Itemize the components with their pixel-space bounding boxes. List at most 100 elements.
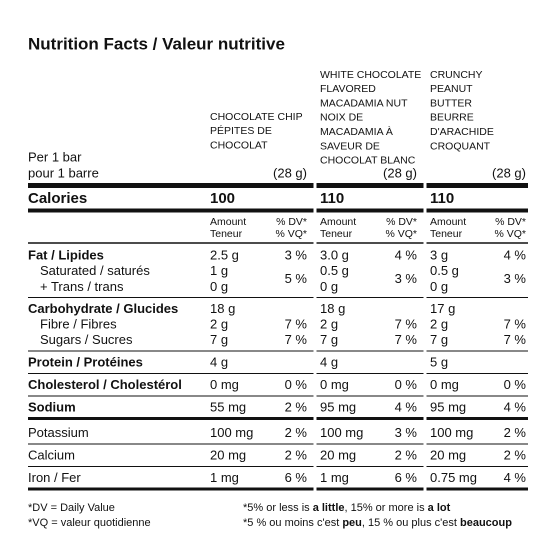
amount: 100 mg [430, 425, 473, 440]
serving: pour 1 barre [28, 165, 99, 180]
product-name: PÉPITES DE [210, 124, 272, 137]
amount-header: Teneur [430, 228, 463, 240]
amount: 3 g [430, 247, 448, 262]
title: Nutrition Facts / Valeur nutritive [28, 34, 285, 53]
serving-size: (28 g) [492, 165, 526, 180]
amount-header: Amount [210, 216, 246, 228]
amount: 0 mg [210, 377, 239, 392]
dv-header: % DV* [495, 216, 526, 228]
daily-value: 7 % [285, 316, 308, 331]
daily-value: 2 % [395, 447, 418, 462]
amount: 1 mg [210, 470, 239, 485]
product-name: CRUNCHY [430, 69, 483, 81]
amount: 5 g [430, 354, 448, 369]
dv-header: % DV* [276, 216, 307, 228]
nutrient-label: Iron / Fer [28, 470, 81, 485]
rule [28, 443, 528, 445]
rule [28, 395, 528, 397]
serving: Per 1 bar [28, 149, 82, 164]
daily-value: 4 % [504, 470, 527, 485]
amount: 100 mg [210, 425, 253, 440]
nutrient-label: Sodium [28, 399, 76, 414]
footnote: *5 % ou moins c'est peu, 15 % ou plus c'… [243, 517, 512, 529]
amount: 0 g [320, 279, 338, 294]
amount: 17 g [430, 301, 455, 316]
amount: 95 mg [430, 399, 466, 414]
daily-value: 2 % [285, 399, 308, 414]
amount: 100 mg [320, 425, 363, 440]
amount: 7 g [320, 332, 338, 347]
amount: 7 g [430, 332, 448, 347]
daily-value: 2 % [285, 425, 308, 440]
thick-rule [28, 487, 528, 491]
product-name: MACADAMIA À [320, 125, 393, 138]
daily-value: 4 % [395, 247, 418, 262]
daily-value: 3 % [395, 425, 418, 440]
amount: 2.5 g [210, 247, 239, 262]
dv-header: % DV* [386, 216, 417, 228]
daily-value: 0 % [285, 377, 308, 392]
daily-value: 7 % [504, 332, 527, 347]
amount: 55 mg [210, 399, 246, 414]
amount: 0.75 mg [430, 470, 477, 485]
rule [28, 350, 528, 352]
daily-value: 4 % [395, 399, 418, 414]
product-name: BUTTER [430, 97, 472, 109]
rule [28, 373, 528, 374]
thick-rule [28, 208, 528, 213]
footnote: *DV = Daily Value [28, 502, 115, 514]
daily-value: 2 % [504, 447, 527, 462]
nutrient-label: Sugars / Sucres [40, 332, 133, 347]
amount: 1 mg [320, 470, 349, 485]
calories-label: Calories [28, 190, 87, 207]
product-name: D'ARACHIDE [430, 126, 494, 138]
amount: 1 g [210, 263, 228, 278]
nutrient-label: Saturated / saturés [40, 263, 150, 278]
serving-size: (28 g) [273, 165, 307, 180]
amount: 2 g [210, 316, 228, 331]
footnote-part: peu [342, 517, 362, 529]
footnote-part: , 15% or more is [345, 502, 428, 514]
daily-value: 6 % [395, 470, 418, 485]
amount: 2 g [430, 316, 448, 331]
amount-header: Amount [320, 216, 356, 228]
daily-value: 2 % [285, 447, 308, 462]
rule [28, 297, 528, 298]
amount: 20 mg [320, 447, 356, 462]
daily-value: 3 % [285, 247, 308, 262]
dv-header: % VQ* [385, 228, 417, 240]
daily-value: 7 % [395, 316, 418, 331]
nutrient-label: Potassium [28, 425, 89, 440]
daily-value: 4 % [504, 247, 527, 262]
product-name: CROQUANT [430, 140, 491, 152]
amount: 0 g [430, 279, 448, 294]
amount: 0 g [210, 279, 228, 294]
product-name: PEANUT [430, 83, 473, 95]
amount: 3.0 g [320, 247, 349, 262]
nutrient-label: Calcium [28, 447, 75, 462]
product-name: CHOCOLAT [210, 139, 268, 151]
amount: 0 mg [430, 377, 459, 392]
product-name: CHOCOLATE CHIP [210, 111, 303, 123]
footnote: *VQ = valeur quotidienne [28, 517, 151, 529]
amount-header: Teneur [320, 228, 353, 240]
calories-value: 100 [210, 190, 235, 207]
daily-value: 6 % [285, 470, 308, 485]
footnote-part: beaucoup [460, 517, 512, 529]
product-name: CHOCOLAT BLANC [320, 155, 416, 167]
product-name: FLAVORED [320, 83, 376, 95]
amount: 0.5 g [320, 263, 349, 278]
amount-header: Teneur [210, 228, 243, 240]
amount: 2 g [320, 316, 338, 331]
amount: 0.5 g [430, 263, 459, 278]
amount: 18 g [320, 301, 345, 316]
amount: 4 g [320, 354, 338, 369]
nutrient-label: Carbohydrate / Glucides [28, 301, 178, 316]
product-name: MACADAMIA NUT [320, 97, 408, 109]
nutrient-label: Fat / Lipides [28, 247, 104, 262]
column-gap [313, 60, 317, 504]
dv-header: % VQ* [494, 228, 526, 240]
nutrient-label: Fibre / Fibres [40, 316, 117, 331]
daily-value: 2 % [504, 425, 527, 440]
